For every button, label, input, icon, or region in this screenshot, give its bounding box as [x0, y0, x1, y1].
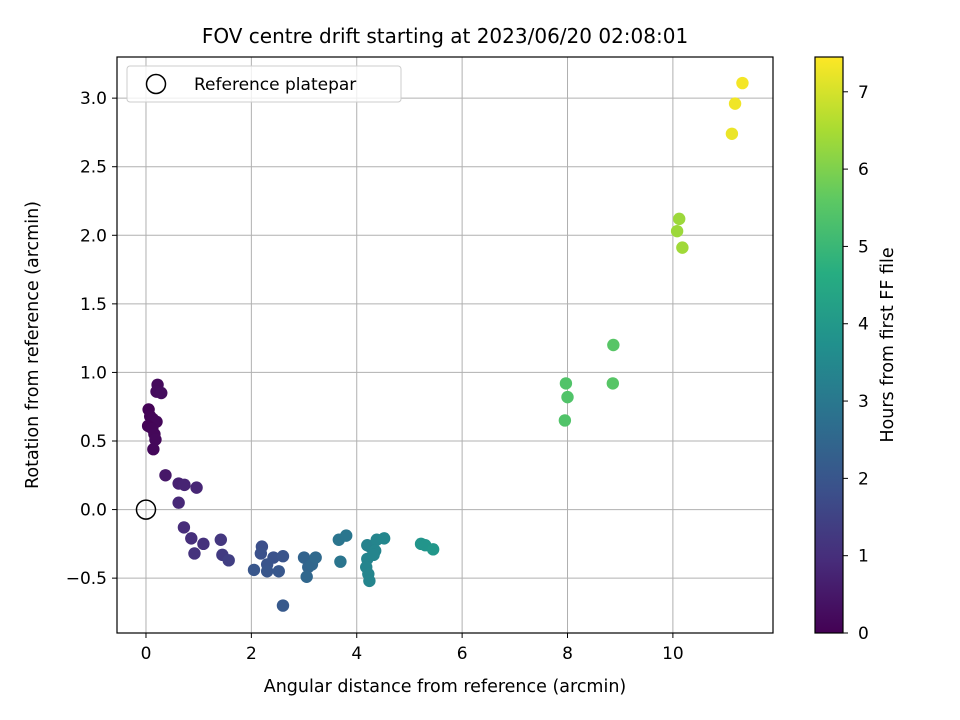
data-point: [607, 338, 620, 352]
chart-title: FOV centre drift starting at 2023/06/20 …: [202, 24, 688, 48]
data-point: [334, 555, 347, 568]
y-tick-label: 1.5: [80, 295, 107, 315]
data-point: [222, 554, 235, 567]
data-point: [670, 224, 684, 238]
data-point: [147, 443, 160, 456]
data-point: [426, 543, 440, 556]
data-point: [300, 570, 313, 583]
x-tick-label: 10: [662, 644, 684, 664]
data-point: [214, 533, 228, 546]
colorbar-label: Hours from first FF file: [878, 247, 898, 442]
data-point: [363, 574, 376, 588]
x-axis-ticks: 0 2 4 6 8 10: [141, 633, 684, 664]
colorbar-tick-label: 3: [858, 392, 869, 412]
data-point: [725, 127, 739, 140]
colorbar-tick-label: 5: [858, 237, 869, 257]
y-axis-label: Rotation from reference (arcmin): [23, 201, 43, 489]
data-point: [197, 537, 210, 551]
scatter-points: [141, 76, 749, 612]
colorbar-tick-label: 4: [858, 315, 869, 335]
data-point: [276, 550, 290, 563]
y-tick-label: 0.5: [80, 432, 107, 452]
data-point: [558, 414, 572, 427]
x-tick-label: 2: [246, 644, 257, 664]
data-point: [178, 478, 191, 492]
data-point: [155, 386, 168, 400]
data-point: [272, 565, 285, 578]
y-tick-label: −0.5: [66, 569, 107, 589]
y-axis-ticks: −0.5 0.0 0.5 1.0 1.5 2.0 2.5 3.0: [66, 89, 117, 589]
colorbar-tick-label: 0: [858, 624, 869, 644]
y-tick-label: 1.0: [80, 363, 107, 383]
data-point: [377, 532, 391, 545]
x-tick-label: 6: [457, 644, 468, 664]
colorbar-tick-label: 6: [858, 160, 869, 180]
data-point: [736, 76, 749, 90]
x-tick-label: 0: [141, 644, 152, 664]
grid: [117, 57, 773, 633]
data-point: [367, 548, 380, 562]
data-point: [606, 377, 620, 390]
y-tick-label: 2.0: [80, 226, 107, 246]
data-point: [172, 496, 185, 509]
data-point: [149, 433, 162, 446]
data-point: [728, 97, 742, 110]
y-tick-label: 3.0: [80, 89, 107, 109]
colorbar-ticks: 0 1 2 3 4 5 6 7: [843, 83, 869, 644]
plot-frame: [116, 56, 774, 634]
x-tick-label: 4: [351, 644, 362, 664]
data-point: [185, 532, 198, 545]
legend-box: [126, 65, 402, 103]
data-point: [159, 469, 172, 482]
legend-marker-icon: [145, 73, 167, 95]
y-tick-label: 0.0: [80, 501, 107, 521]
data-point: [673, 212, 686, 226]
data-point: [276, 599, 290, 612]
colorbar-tick-label: 1: [858, 547, 869, 567]
colorbar-tick-label: 7: [858, 83, 869, 103]
data-point: [676, 241, 689, 254]
data-point: [188, 547, 201, 560]
data-point: [561, 390, 574, 404]
data-point: [559, 377, 573, 390]
data-point: [260, 565, 274, 578]
legend: Reference platepar: [126, 65, 402, 103]
x-tick-label: 8: [562, 644, 573, 664]
colorbar: 0 1 2 3 4 5 6 7 Hours from first FF file: [814, 56, 898, 644]
data-point: [190, 481, 203, 494]
data-point: [177, 521, 191, 534]
colorbar-tick-label: 2: [858, 469, 869, 489]
y-tick-label: 2.5: [80, 158, 107, 178]
x-axis-label: Angular distance from reference (arcmin): [264, 677, 627, 697]
data-point: [254, 547, 268, 560]
data-point: [247, 563, 261, 577]
reference-point-marker: [135, 499, 157, 520]
data-point: [309, 551, 322, 564]
legend-label: Reference platepar: [194, 75, 356, 95]
data-point: [340, 529, 353, 542]
colorbar-gradient: [814, 56, 844, 634]
